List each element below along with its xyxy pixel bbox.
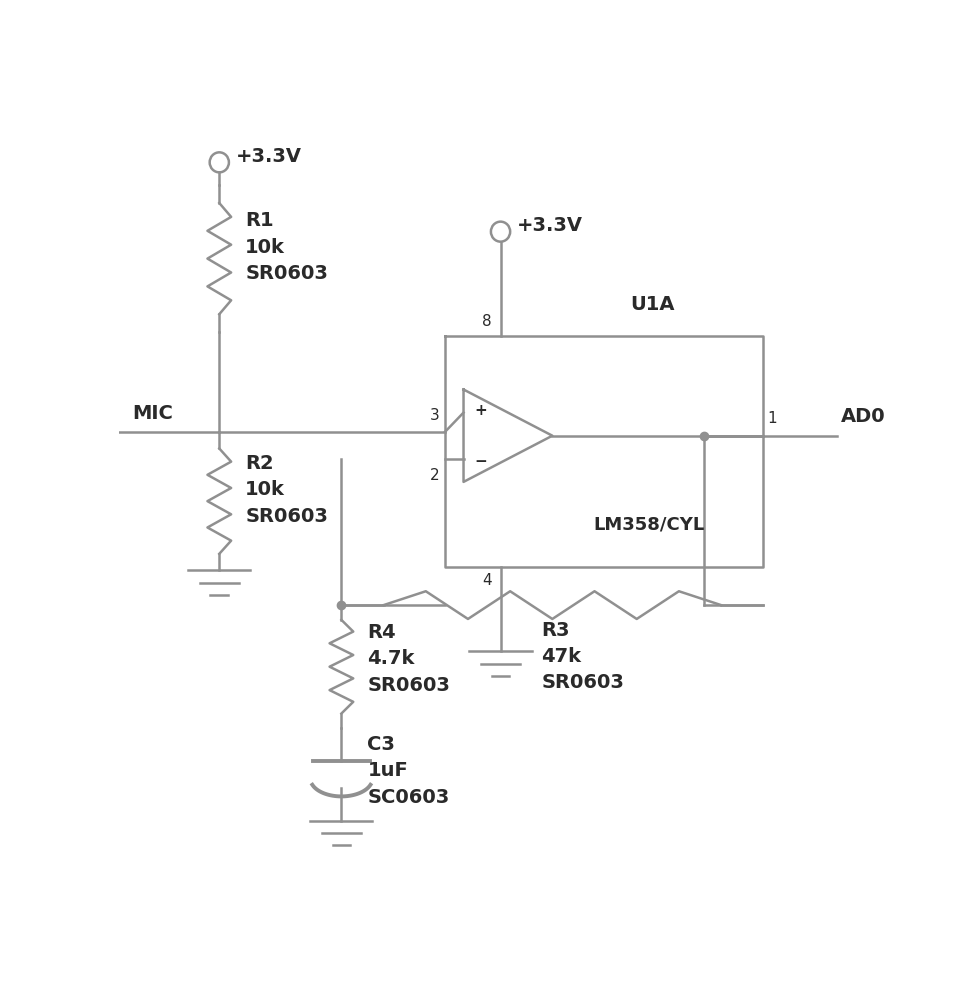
Text: U1A: U1A [630,295,674,314]
Text: +3.3V: +3.3V [517,216,583,235]
Text: R4
4.7k
SR0603: R4 4.7k SR0603 [368,623,450,695]
Text: C3
1uF
SC0603: C3 1uF SC0603 [368,735,450,807]
Text: AD0: AD0 [841,407,885,426]
Text: MIC: MIC [133,404,174,423]
Text: 4: 4 [482,573,492,588]
Text: 3: 3 [430,408,439,423]
Text: 1: 1 [767,411,776,426]
Text: 2: 2 [430,468,439,483]
Text: −: − [474,454,487,469]
Text: R1
10k
SR0603: R1 10k SR0603 [245,211,329,283]
Text: LM358/CYL: LM358/CYL [593,515,704,533]
Text: +3.3V: +3.3V [236,147,302,166]
Text: R3
47k
SR0603: R3 47k SR0603 [541,620,625,692]
Text: +: + [474,403,487,418]
Text: 8: 8 [482,314,492,329]
Text: R2
10k
SR0603: R2 10k SR0603 [245,454,329,526]
